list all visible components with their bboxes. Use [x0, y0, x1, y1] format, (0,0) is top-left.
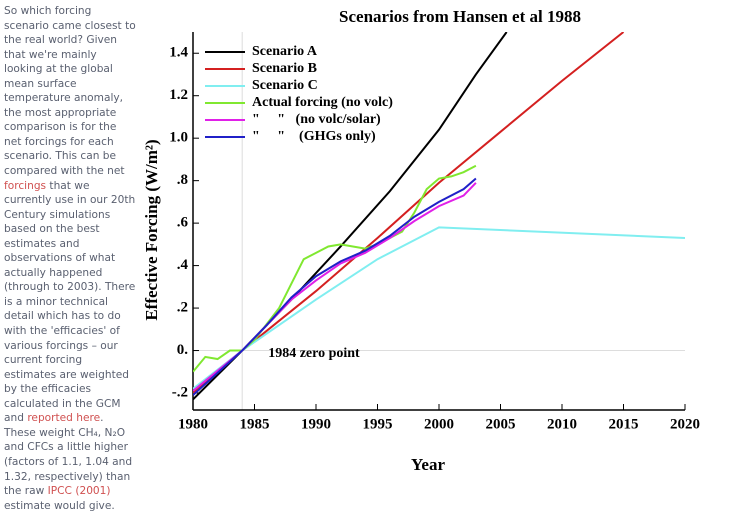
legend-label: Scenario A	[252, 44, 318, 59]
chart-title: Scenarios from Hansen et al 1988	[339, 7, 581, 26]
legend-label: Scenario C	[252, 78, 318, 93]
plot-area	[193, 32, 685, 401]
link[interactable]: forcings	[4, 179, 47, 192]
x-tick-label: 1985	[240, 416, 270, 432]
y-tick-label: 1.4	[169, 45, 188, 61]
x-axis-label: Year	[411, 455, 445, 474]
chart: Scenarios from Hansen et al 1988 Year Ef…	[142, 7, 700, 474]
x-tick-label: 2000	[424, 416, 454, 432]
y-tick-label: .8	[177, 172, 188, 188]
x-tick-label: 1980	[178, 416, 208, 432]
legend-label: Scenario B	[252, 61, 317, 76]
y-tick-label: 1.2	[169, 87, 188, 103]
y-tick-label: -.2	[172, 384, 188, 400]
series-line	[193, 164, 477, 373]
series-line	[193, 226, 685, 390]
x-tick-label: 2005	[486, 416, 516, 432]
annotation: 1984 zero point	[268, 346, 360, 361]
legend-label: " " (GHGs only)	[252, 129, 376, 144]
link[interactable]: reported here	[27, 412, 101, 425]
x-tick-label: 2020	[670, 416, 700, 432]
x-tick-label: 2015	[609, 416, 639, 432]
text-run: So which forcing scenario came closest t…	[4, 5, 136, 178]
sidebar-text: So which forcing scenario came closest t…	[4, 4, 136, 513]
legend-label: Actual forcing (no volc)	[252, 95, 393, 110]
y-tick-label: 0.	[177, 342, 189, 358]
y-tick-label: 1.0	[169, 130, 188, 146]
legend-label: " " (no volc/solar)	[252, 112, 381, 127]
x-tick-label: 1990	[301, 416, 331, 432]
y-tick-label: .2	[177, 300, 188, 316]
x-tick-label: 1995	[363, 416, 393, 432]
text-run: estimate would give.	[4, 499, 115, 512]
page: So which forcing scenario came closest t…	[4, 5, 700, 512]
y-tick-label: .6	[177, 215, 189, 231]
y-axis-label: Effective Forcing (W/m²)	[142, 139, 161, 320]
text-run: that we currently use in our 20th Centur…	[4, 179, 136, 425]
series-line	[193, 32, 508, 401]
link[interactable]: IPCC (2001)	[47, 485, 111, 498]
x-tick-label: 2010	[547, 416, 577, 432]
series-line	[193, 177, 477, 396]
y-tick-label: .4	[177, 257, 189, 273]
